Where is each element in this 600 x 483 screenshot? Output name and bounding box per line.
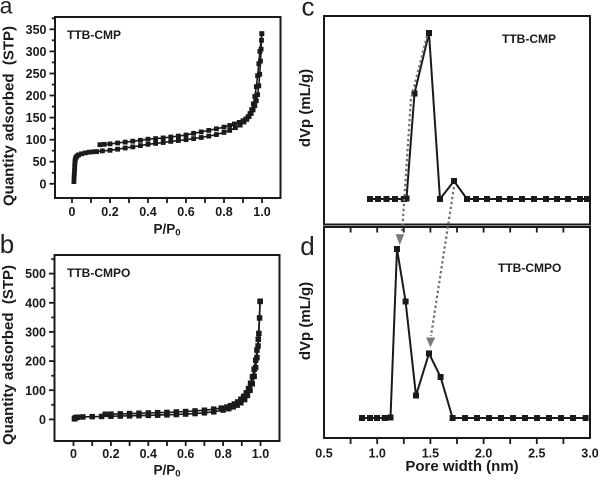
svg-text:200: 200 [26, 89, 47, 103]
svg-text:P/P0: P/P0 [153, 222, 180, 239]
svg-text:2.5: 2.5 [528, 447, 545, 461]
svg-text:0: 0 [40, 177, 47, 191]
svg-text:1.0: 1.0 [253, 205, 270, 219]
svg-text:a: a [0, 0, 13, 19]
svg-text:dVp (mL/g): dVp (mL/g) [297, 69, 314, 147]
svg-text:0: 0 [39, 413, 46, 427]
svg-text:P/P0: P/P0 [153, 463, 180, 479]
svg-text:Pore width (nm): Pore width (nm) [405, 458, 518, 475]
svg-text:0.8: 0.8 [215, 205, 232, 219]
svg-text:150: 150 [26, 111, 47, 125]
svg-text:0: 0 [70, 447, 77, 461]
svg-text:0.4: 0.4 [140, 447, 157, 461]
svg-text:0: 0 [69, 205, 76, 219]
svg-text:3.0: 3.0 [581, 447, 598, 461]
svg-text:300: 300 [26, 45, 47, 59]
svg-text:0.4: 0.4 [139, 205, 156, 219]
svg-text:100: 100 [25, 384, 46, 398]
svg-text:d: d [300, 231, 314, 261]
svg-text:50: 50 [33, 155, 47, 169]
svg-text:400: 400 [25, 296, 46, 310]
svg-text:1.5: 1.5 [422, 447, 439, 461]
svg-text:0.8: 0.8 [214, 447, 231, 461]
svg-text:300: 300 [25, 325, 46, 339]
svg-text:1.0: 1.0 [369, 447, 386, 461]
svg-text:dVp (mL/g): dVp (mL/g) [297, 282, 314, 360]
svg-text:250: 250 [26, 67, 47, 81]
svg-text:0.2: 0.2 [101, 205, 118, 219]
svg-text:1.0: 1.0 [252, 447, 269, 461]
svg-text:b: b [0, 229, 14, 259]
svg-text:TTB-CMPO: TTB-CMPO [67, 266, 130, 280]
svg-text:2.0: 2.0 [475, 447, 492, 461]
svg-text:0.6: 0.6 [177, 205, 194, 219]
svg-text:0.5: 0.5 [315, 447, 332, 461]
svg-text:0.2: 0.2 [102, 447, 119, 461]
svg-text:TTB-CMPO: TTB-CMPO [498, 261, 561, 275]
svg-text:0.6: 0.6 [177, 447, 194, 461]
svg-text:350: 350 [26, 23, 47, 37]
svg-text:TTB-CMP: TTB-CMP [502, 32, 556, 46]
svg-text:100: 100 [26, 133, 47, 147]
svg-text:200: 200 [25, 355, 46, 369]
svg-text:c: c [302, 0, 315, 22]
svg-text:TTB-CMP: TTB-CMP [67, 28, 121, 42]
svg-text:Quantity adsorbed (STP): Quantity adsorbed (STP) [0, 265, 17, 445]
svg-text:Quantity adsorbed (STP): Quantity adsorbed (STP) [1, 26, 18, 206]
svg-text:500: 500 [25, 267, 46, 281]
